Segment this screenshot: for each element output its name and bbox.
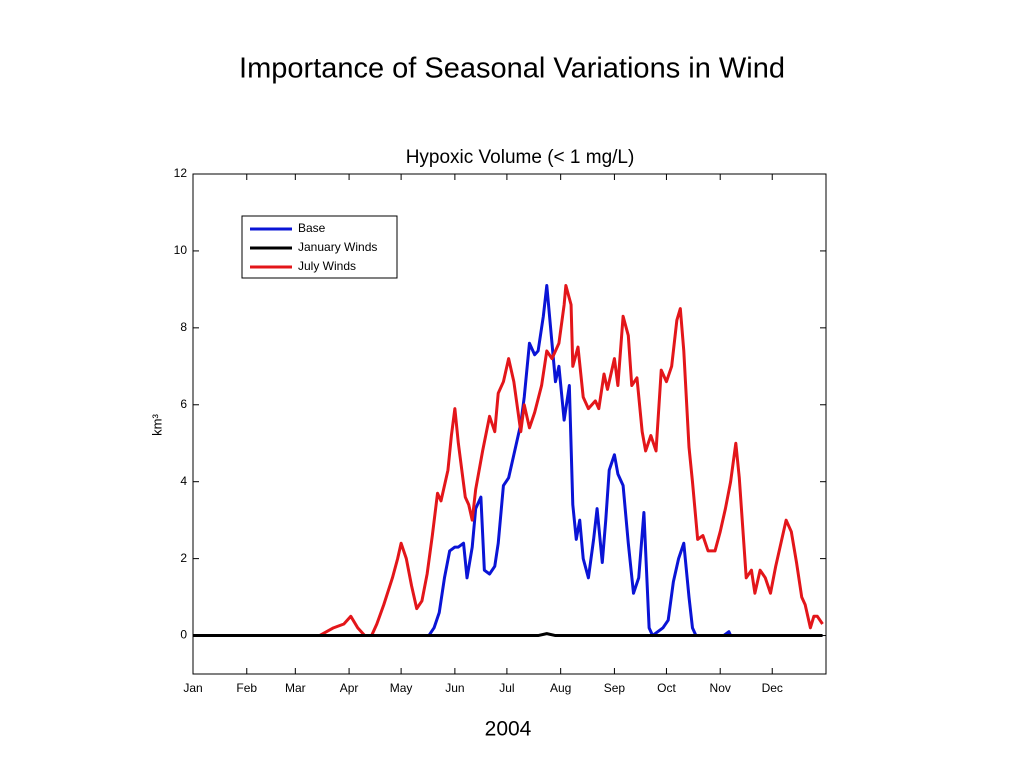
x-tick-label: Dec [762, 681, 783, 695]
x-tick-label: Apr [340, 681, 359, 695]
x-tick-label: Jul [499, 681, 514, 695]
x-tick-label: Jun [445, 681, 464, 695]
slide-title: Importance of Seasonal Variations in Win… [239, 53, 785, 85]
legend-label: Base [298, 221, 326, 235]
series-line [193, 632, 823, 638]
legend-label: January Winds [298, 240, 377, 254]
y-tick-label: 4 [180, 474, 187, 488]
x-tick-label: Feb [236, 681, 257, 695]
series-line [193, 284, 824, 638]
chart-title: Hypoxic Volume (< 1 mg/L) [406, 147, 635, 168]
y-tick-label: 8 [180, 320, 187, 334]
y-tick-label: 12 [174, 166, 188, 180]
y-tick-label: 2 [180, 551, 187, 565]
x-tick-label: Sep [604, 681, 626, 695]
x-tick-label: Aug [550, 681, 571, 695]
x-tick-label: Nov [710, 681, 731, 695]
x-axis-label: 2004 [485, 718, 532, 741]
x-tick-label: Oct [657, 681, 676, 695]
legend-label: July Winds [298, 259, 356, 273]
y-tick-label: 6 [180, 397, 187, 411]
x-tick-label: May [390, 681, 413, 695]
y-tick-label: 10 [174, 243, 188, 257]
series-line [193, 284, 823, 638]
x-tick-label: Mar [285, 681, 306, 695]
y-axis-label: km³ [149, 414, 164, 436]
x-tick-label: Jan [183, 681, 202, 695]
y-tick-label: 0 [180, 628, 187, 642]
